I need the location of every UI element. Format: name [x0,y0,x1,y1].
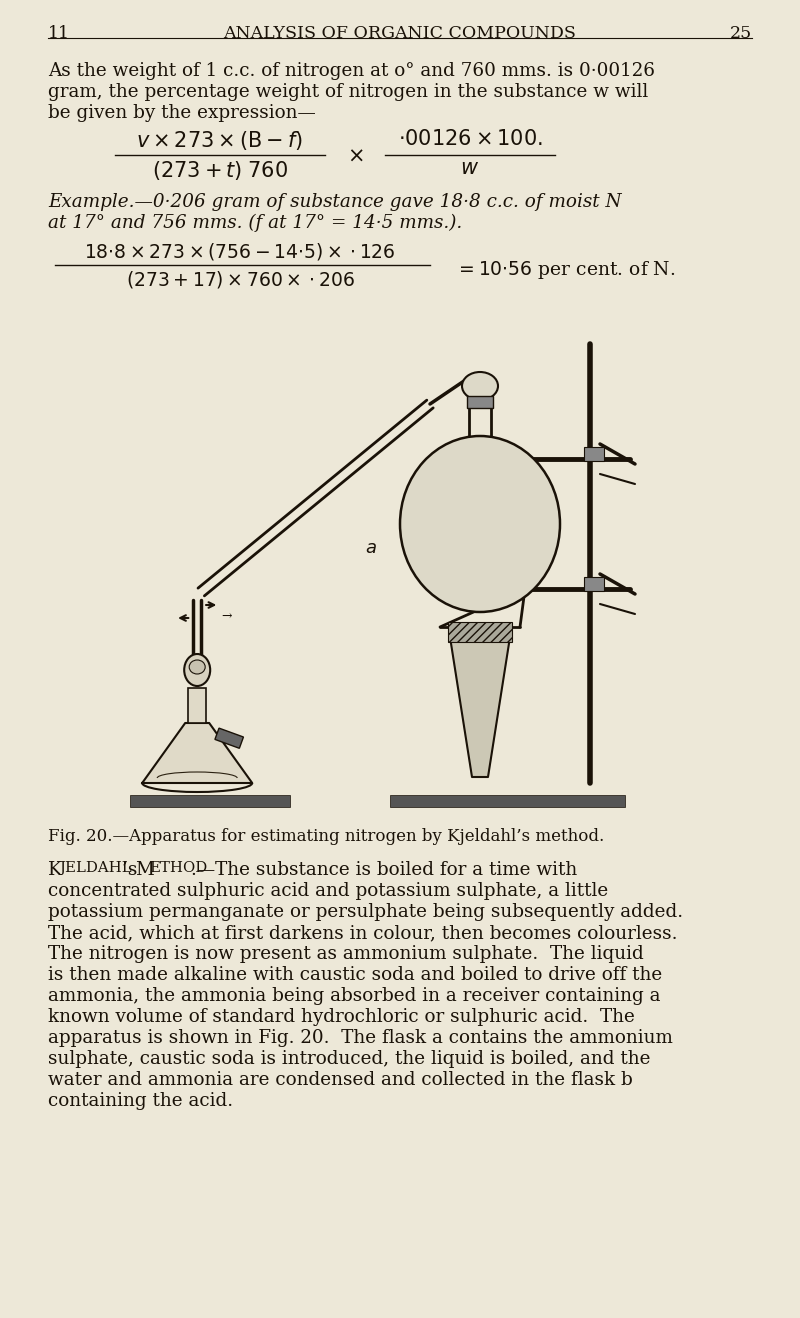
Bar [215,728,243,749]
Polygon shape [142,724,252,783]
Text: →: → [221,610,232,623]
Text: at 17° and 756 mms. (f at 17° = 14·5 mms.).: at 17° and 756 mms. (f at 17° = 14·5 mms… [48,214,462,232]
Bar [130,795,290,807]
Text: K: K [48,861,62,879]
Text: known volume of standard hydrochloric or sulphuric acid.  The: known volume of standard hydrochloric or… [48,1008,635,1025]
Ellipse shape [400,436,560,612]
Ellipse shape [462,372,498,399]
Text: ammonia, the ammonia being absorbed in a receiver containing a: ammonia, the ammonia being absorbed in a… [48,987,661,1006]
Text: $18{\cdot}8 \times 273 \times (756 - 14{\cdot}5) \times \cdot126$: $18{\cdot}8 \times 273 \times (756 - 14{… [84,241,396,262]
Text: ETHOD: ETHOD [149,861,207,875]
Text: Fig. 20.—Apparatus for estimating nitrogen by Kjeldahl’s method.: Fig. 20.—Apparatus for estimating nitrog… [48,828,604,845]
Text: The nitrogen is now present as ammonium sulphate.  The liquid: The nitrogen is now present as ammonium … [48,945,644,963]
Text: $a$: $a$ [365,539,377,558]
Text: The acid, which at first darkens in colour, then becomes colourless.: The acid, which at first darkens in colo… [48,924,678,942]
Text: $w$: $w$ [461,159,479,178]
Ellipse shape [184,654,210,685]
Text: ’s: ’s [122,861,143,879]
Text: be given by the expression—: be given by the expression— [48,104,316,123]
Text: $\cdot 00126 \times 100.$: $\cdot 00126 \times 100.$ [398,129,542,149]
Text: $(273 + 17) \times 760 \times \cdot206$: $(273 + 17) \times 760 \times \cdot206$ [126,269,354,290]
Text: $v \times 273 \times (\mathrm{B} - f)$: $v \times 273 \times (\mathrm{B} - f)$ [136,129,304,152]
Text: containing the acid.: containing the acid. [48,1093,233,1110]
Text: sulphate, caustic soda is introduced, the liquid is boiled, and the: sulphate, caustic soda is introduced, th… [48,1050,650,1068]
Text: ANALYSIS OF ORGANIC COMPOUNDS: ANALYSIS OF ORGANIC COMPOUNDS [223,25,577,42]
Text: .—The substance is boiled for a time with: .—The substance is boiled for a time wit… [191,861,578,879]
Text: $= 10{\cdot}56$ per cent. of N.: $= 10{\cdot}56$ per cent. of N. [455,260,675,281]
Text: concentrated sulphuric acid and potassium sulphate, a little: concentrated sulphuric acid and potassiu… [48,882,608,900]
Polygon shape [450,637,510,778]
Bar [584,447,604,461]
Text: apparatus is shown in Fig. 20.  The flask a contains the ammonium: apparatus is shown in Fig. 20. The flask… [48,1029,673,1046]
Text: gram, the percentage weight of nitrogen in the substance w will: gram, the percentage weight of nitrogen … [48,83,648,101]
Text: 11: 11 [48,25,70,42]
Bar [467,395,493,409]
Text: M: M [135,861,154,879]
Bar [584,577,604,590]
Text: $\times$: $\times$ [346,148,363,166]
Text: JELDAHL: JELDAHL [59,861,132,875]
Bar [448,622,512,642]
Ellipse shape [189,660,205,673]
Bar [188,688,206,724]
Bar [390,795,625,807]
Text: $(273 + t)\;760$: $(273 + t)\;760$ [152,159,288,182]
Text: is then made alkaline with caustic soda and boiled to drive off the: is then made alkaline with caustic soda … [48,966,662,985]
Text: potassium permanganate or persulphate being subsequently added.: potassium permanganate or persulphate be… [48,903,683,921]
Text: As the weight of 1 c.c. of nitrogen at o° and 760 mms. is 0·00126: As the weight of 1 c.c. of nitrogen at o… [48,62,655,80]
Text: 25: 25 [730,25,752,42]
Text: Example.—0·206 gram of substance gave 18·8 c.c. of moist N: Example.—0·206 gram of substance gave 18… [48,192,622,211]
Text: water and ammonia are condensed and collected in the flask b: water and ammonia are condensed and coll… [48,1072,633,1089]
